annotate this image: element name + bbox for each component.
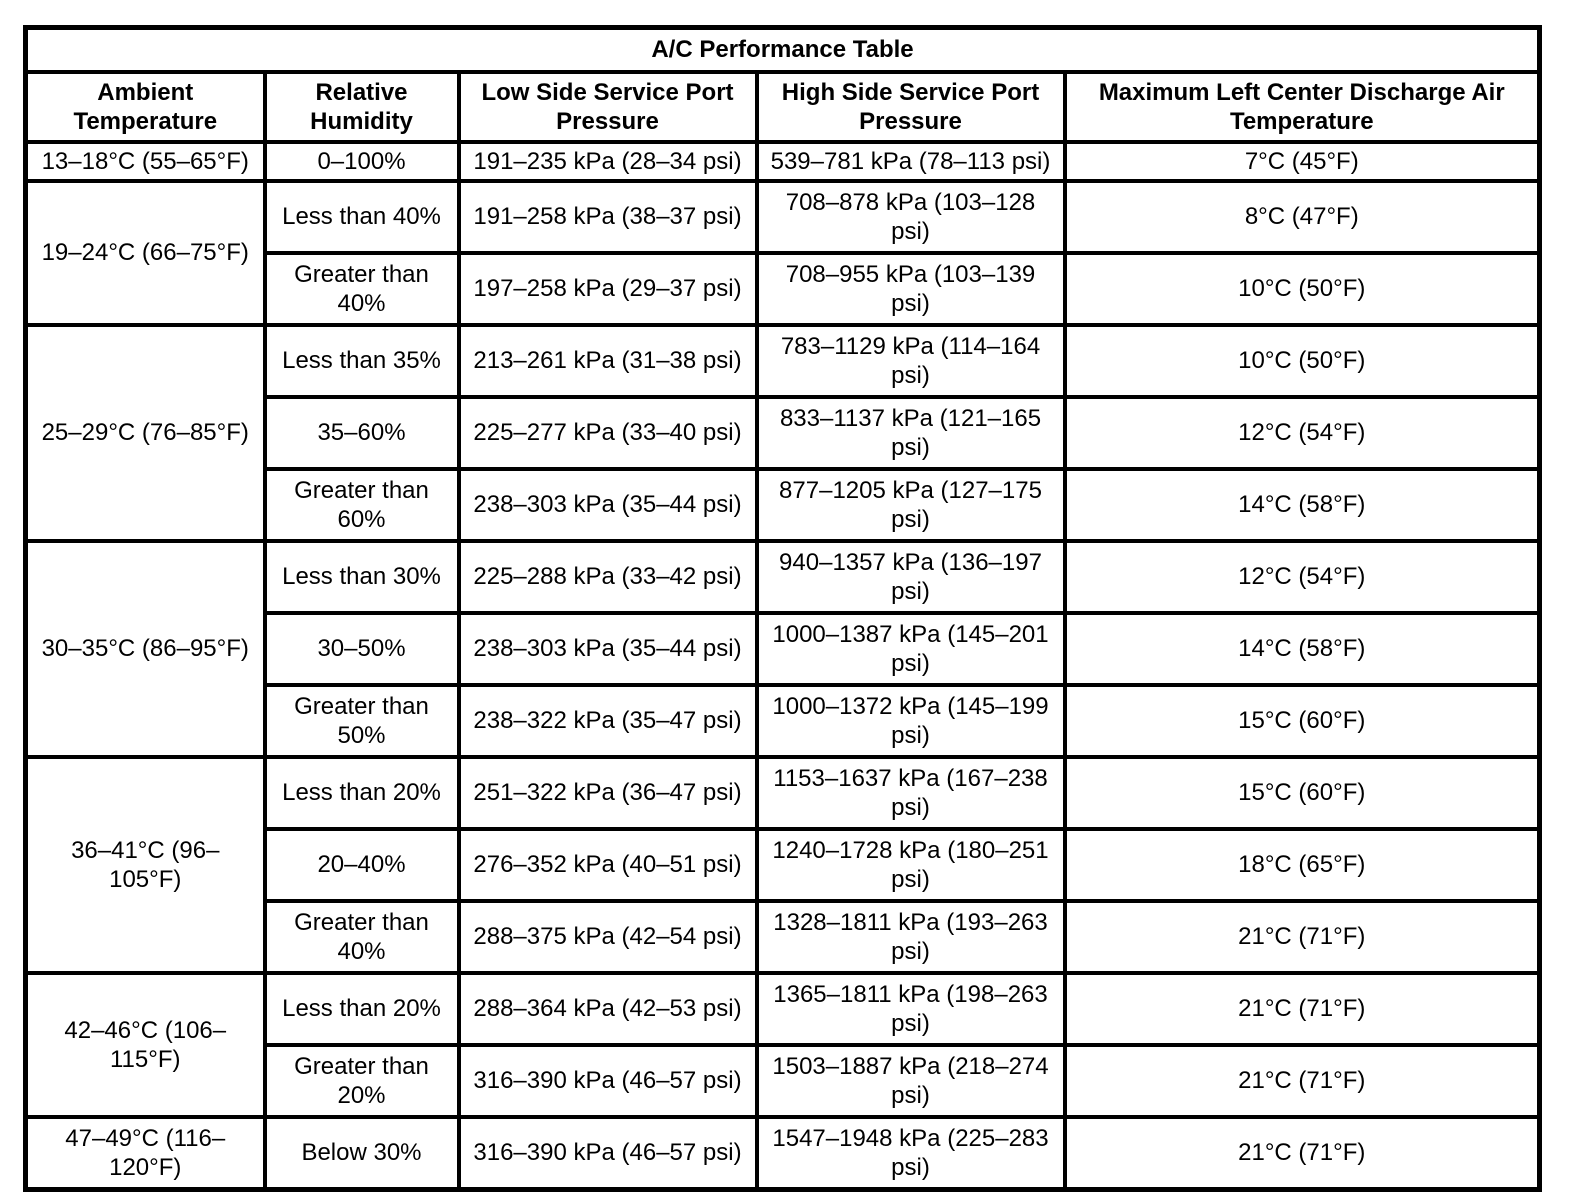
- cell-low-side-port-pressure: 238–303 kPa (35–44 psi): [456, 611, 759, 687]
- cell-relative-humidity: Greater than 50%: [262, 683, 461, 759]
- table-body: 13–18°C (55–65°F) 0–100% 191–235 kPa (28–3…: [23, 140, 1542, 1192]
- table-row: Greater than 50% 238–322 kPa (35–47 psi) 1…: [26, 683, 1542, 759]
- table-row: Greater than 60% 238–303 kPa (35–44 psi) 8…: [26, 467, 1542, 543]
- cell-low-side-port-pressure: 213–261 kPa (31–38 psi): [456, 323, 759, 399]
- cell-low-side-port-pressure: 316–390 kPa (46–57 psi): [456, 1115, 759, 1192]
- col-header-relative-humidity: Relative Humidity: [262, 70, 461, 144]
- table-title: A/C Performance Table: [23, 25, 1542, 74]
- cell-discharge-air-temperature: 14°C (58°F): [1062, 467, 1542, 543]
- table-row: 35–60% 225–277 kPa (33–40 psi) 833–1137 kP…: [26, 395, 1542, 471]
- cell-relative-humidity: Greater than 40%: [262, 251, 461, 327]
- cell-low-side-port-pressure: 225–288 kPa (33–42 psi): [456, 539, 759, 615]
- cell-ambient-temperature: 36–41°C (96–105°F): [23, 755, 267, 975]
- cell-discharge-air-temperature: 15°C (60°F): [1062, 683, 1542, 759]
- table-row: 47–49°C (116–120°F) Below 30% 316–390 kPa …: [23, 1115, 1542, 1192]
- cell-low-side-port-pressure: 191–258 kPa (38–37 psi): [456, 179, 759, 255]
- cell-low-side-port-pressure: 276–352 kPa (40–51 psi): [456, 827, 759, 903]
- cell-relative-humidity: Below 30%: [262, 1115, 461, 1192]
- table-row: Greater than 40% 197–258 kPa (29–37 psi) 7…: [26, 251, 1542, 327]
- cell-discharge-air-temperature: 8°C (47°F): [1062, 179, 1542, 255]
- cell-discharge-air-temperature: 10°C (50°F): [1062, 323, 1542, 399]
- table-row: 13–18°C (55–65°F) 0–100% 191–235 kPa (28–3…: [23, 140, 1542, 183]
- cell-ambient-temperature: 42–46°C (106–115°F): [23, 971, 267, 1119]
- cell-low-side-port-pressure: 191–235 kPa (28–34 psi): [456, 140, 759, 183]
- table-header-row: Ambient Temperature Relative Humidity Lo…: [23, 70, 1542, 144]
- cell-ambient-temperature: 30–35°C (86–95°F): [23, 539, 267, 759]
- cell-high-side-port-pressure: 1000–1387 kPa (145–201 psi): [754, 611, 1067, 687]
- cell-low-side-port-pressure: 238–322 kPa (35–47 psi): [456, 683, 759, 759]
- cell-low-side-port-pressure: 288–364 kPa (42–53 psi): [456, 971, 759, 1047]
- cell-discharge-air-temperature: 10°C (50°F): [1062, 251, 1542, 327]
- cell-low-side-port-pressure: 238–303 kPa (35–44 psi): [456, 467, 759, 543]
- cell-discharge-air-temperature: 15°C (60°F): [1062, 755, 1542, 831]
- table-row: 36–41°C (96–105°F) Less than 20% 251–322 k…: [23, 755, 1542, 975]
- ac-performance-table: A/C Performance Table Ambient Temperatur…: [23, 25, 1543, 1192]
- cell-ambient-temperature: 25–29°C (76–85°F): [23, 323, 267, 543]
- cell-high-side-port-pressure: 539–781 kPa (78–113 psi): [754, 140, 1067, 183]
- cell-relative-humidity: Greater than 60%: [262, 467, 461, 543]
- cell-relative-humidity: Less than 40%: [262, 179, 461, 255]
- cell-high-side-port-pressure: 783–1129 kPa (114–164 psi): [754, 323, 1067, 399]
- cell-low-side-port-pressure: 288–375 kPa (42–54 psi): [456, 899, 759, 975]
- col-header-high-side-pressure: High Side Service Port Pressure: [754, 70, 1067, 144]
- cell-high-side-port-pressure: 940–1357 kPa (136–197 psi): [754, 539, 1067, 615]
- cell-relative-humidity: 30–50%: [262, 611, 461, 687]
- cell-discharge-air-temperature: 7°C (45°F): [1062, 140, 1542, 183]
- col-header-low-side-pressure: Low Side Service Port Pressure: [456, 70, 759, 144]
- cell-discharge-air-temperature: 12°C (54°F): [1062, 395, 1542, 471]
- cell-relative-humidity: 20–40%: [262, 827, 461, 903]
- cell-high-side-port-pressure: 1000–1372 kPa (145–199 psi): [754, 683, 1067, 759]
- cell-low-side-port-pressure: 225–277 kPa (33–40 psi): [456, 395, 759, 471]
- table-row: 20–40% 276–352 kPa (40–51 psi) 1240–1728 k…: [26, 827, 1542, 903]
- table-row: 25–29°C (76–85°F) Less than 35% 213–261 kP…: [23, 323, 1542, 543]
- cell-high-side-port-pressure: 708–878 kPa (103–128 psi): [754, 179, 1067, 255]
- cell-discharge-air-temperature: 21°C (71°F): [1062, 1115, 1542, 1192]
- cell-high-side-port-pressure: 1328–1811 kPa (193–263 psi): [754, 899, 1067, 975]
- cell-discharge-air-temperature: 18°C (65°F): [1062, 827, 1542, 903]
- cell-high-side-port-pressure: 877–1205 kPa (127–175 psi): [754, 467, 1067, 543]
- table-row: Greater than 20% 316–390 kPa (46–57 psi) 1…: [26, 1043, 1542, 1119]
- cell-relative-humidity: 35–60%: [262, 395, 461, 471]
- cell-relative-humidity: 0–100%: [262, 140, 461, 183]
- col-header-discharge-air-temp: Maximum Left Center Discharge Air Temper…: [1062, 70, 1542, 144]
- table-row: Greater than 40% 288–375 kPa (42–54 psi) 1…: [26, 899, 1542, 975]
- cell-ambient-temperature: 13–18°C (55–65°F): [23, 140, 267, 183]
- cell-relative-humidity: Less than 35%: [262, 323, 461, 399]
- table-row: 30–35°C (86–95°F) Less than 30% 225–288 kP…: [23, 539, 1542, 759]
- cell-discharge-air-temperature: 21°C (71°F): [1062, 1043, 1542, 1119]
- cell-high-side-port-pressure: 1547–1948 kPa (225–283 psi): [754, 1115, 1067, 1192]
- table-row: 19–24°C (66–75°F) Less than 40% 191–258 kP…: [23, 179, 1542, 327]
- cell-low-side-port-pressure: 251–322 kPa (36–47 psi): [456, 755, 759, 831]
- cell-relative-humidity: Less than 20%: [262, 971, 461, 1047]
- cell-discharge-air-temperature: 21°C (71°F): [1062, 899, 1542, 975]
- cell-discharge-air-temperature: 12°C (54°F): [1062, 539, 1542, 615]
- cell-high-side-port-pressure: 1365–1811 kPa (198–263 psi): [754, 971, 1067, 1047]
- col-header-ambient-temperature: Ambient Temperature: [23, 70, 267, 144]
- cell-relative-humidity: Less than 20%: [262, 755, 461, 831]
- cell-ambient-temperature: 47–49°C (116–120°F): [23, 1115, 267, 1192]
- cell-low-side-port-pressure: 316–390 kPa (46–57 psi): [456, 1043, 759, 1119]
- cell-high-side-port-pressure: 833–1137 kPa (121–165 psi): [754, 395, 1067, 471]
- table-row: 30–50% 238–303 kPa (35–44 psi) 1000–1387 k…: [26, 611, 1542, 687]
- cell-ambient-temperature: 19–24°C (66–75°F): [23, 179, 267, 327]
- cell-low-side-port-pressure: 197–258 kPa (29–37 psi): [456, 251, 759, 327]
- cell-relative-humidity: Greater than 40%: [262, 899, 461, 975]
- cell-relative-humidity: Less than 30%: [262, 539, 461, 615]
- cell-discharge-air-temperature: 14°C (58°F): [1062, 611, 1542, 687]
- cell-high-side-port-pressure: 1240–1728 kPa (180–251 psi): [754, 827, 1067, 903]
- table-title-row: A/C Performance Table: [23, 25, 1542, 74]
- cell-relative-humidity: Greater than 20%: [262, 1043, 461, 1119]
- cell-high-side-port-pressure: 1503–1887 kPa (218–274 psi): [754, 1043, 1067, 1119]
- cell-high-side-port-pressure: 708–955 kPa (103–139 psi): [754, 251, 1067, 327]
- table-row: 42–46°C (106–115°F) Less than 20% 288–364 …: [23, 971, 1542, 1119]
- cell-discharge-air-temperature: 21°C (71°F): [1062, 971, 1542, 1047]
- cell-high-side-port-pressure: 1153–1637 kPa (167–238 psi): [754, 755, 1067, 831]
